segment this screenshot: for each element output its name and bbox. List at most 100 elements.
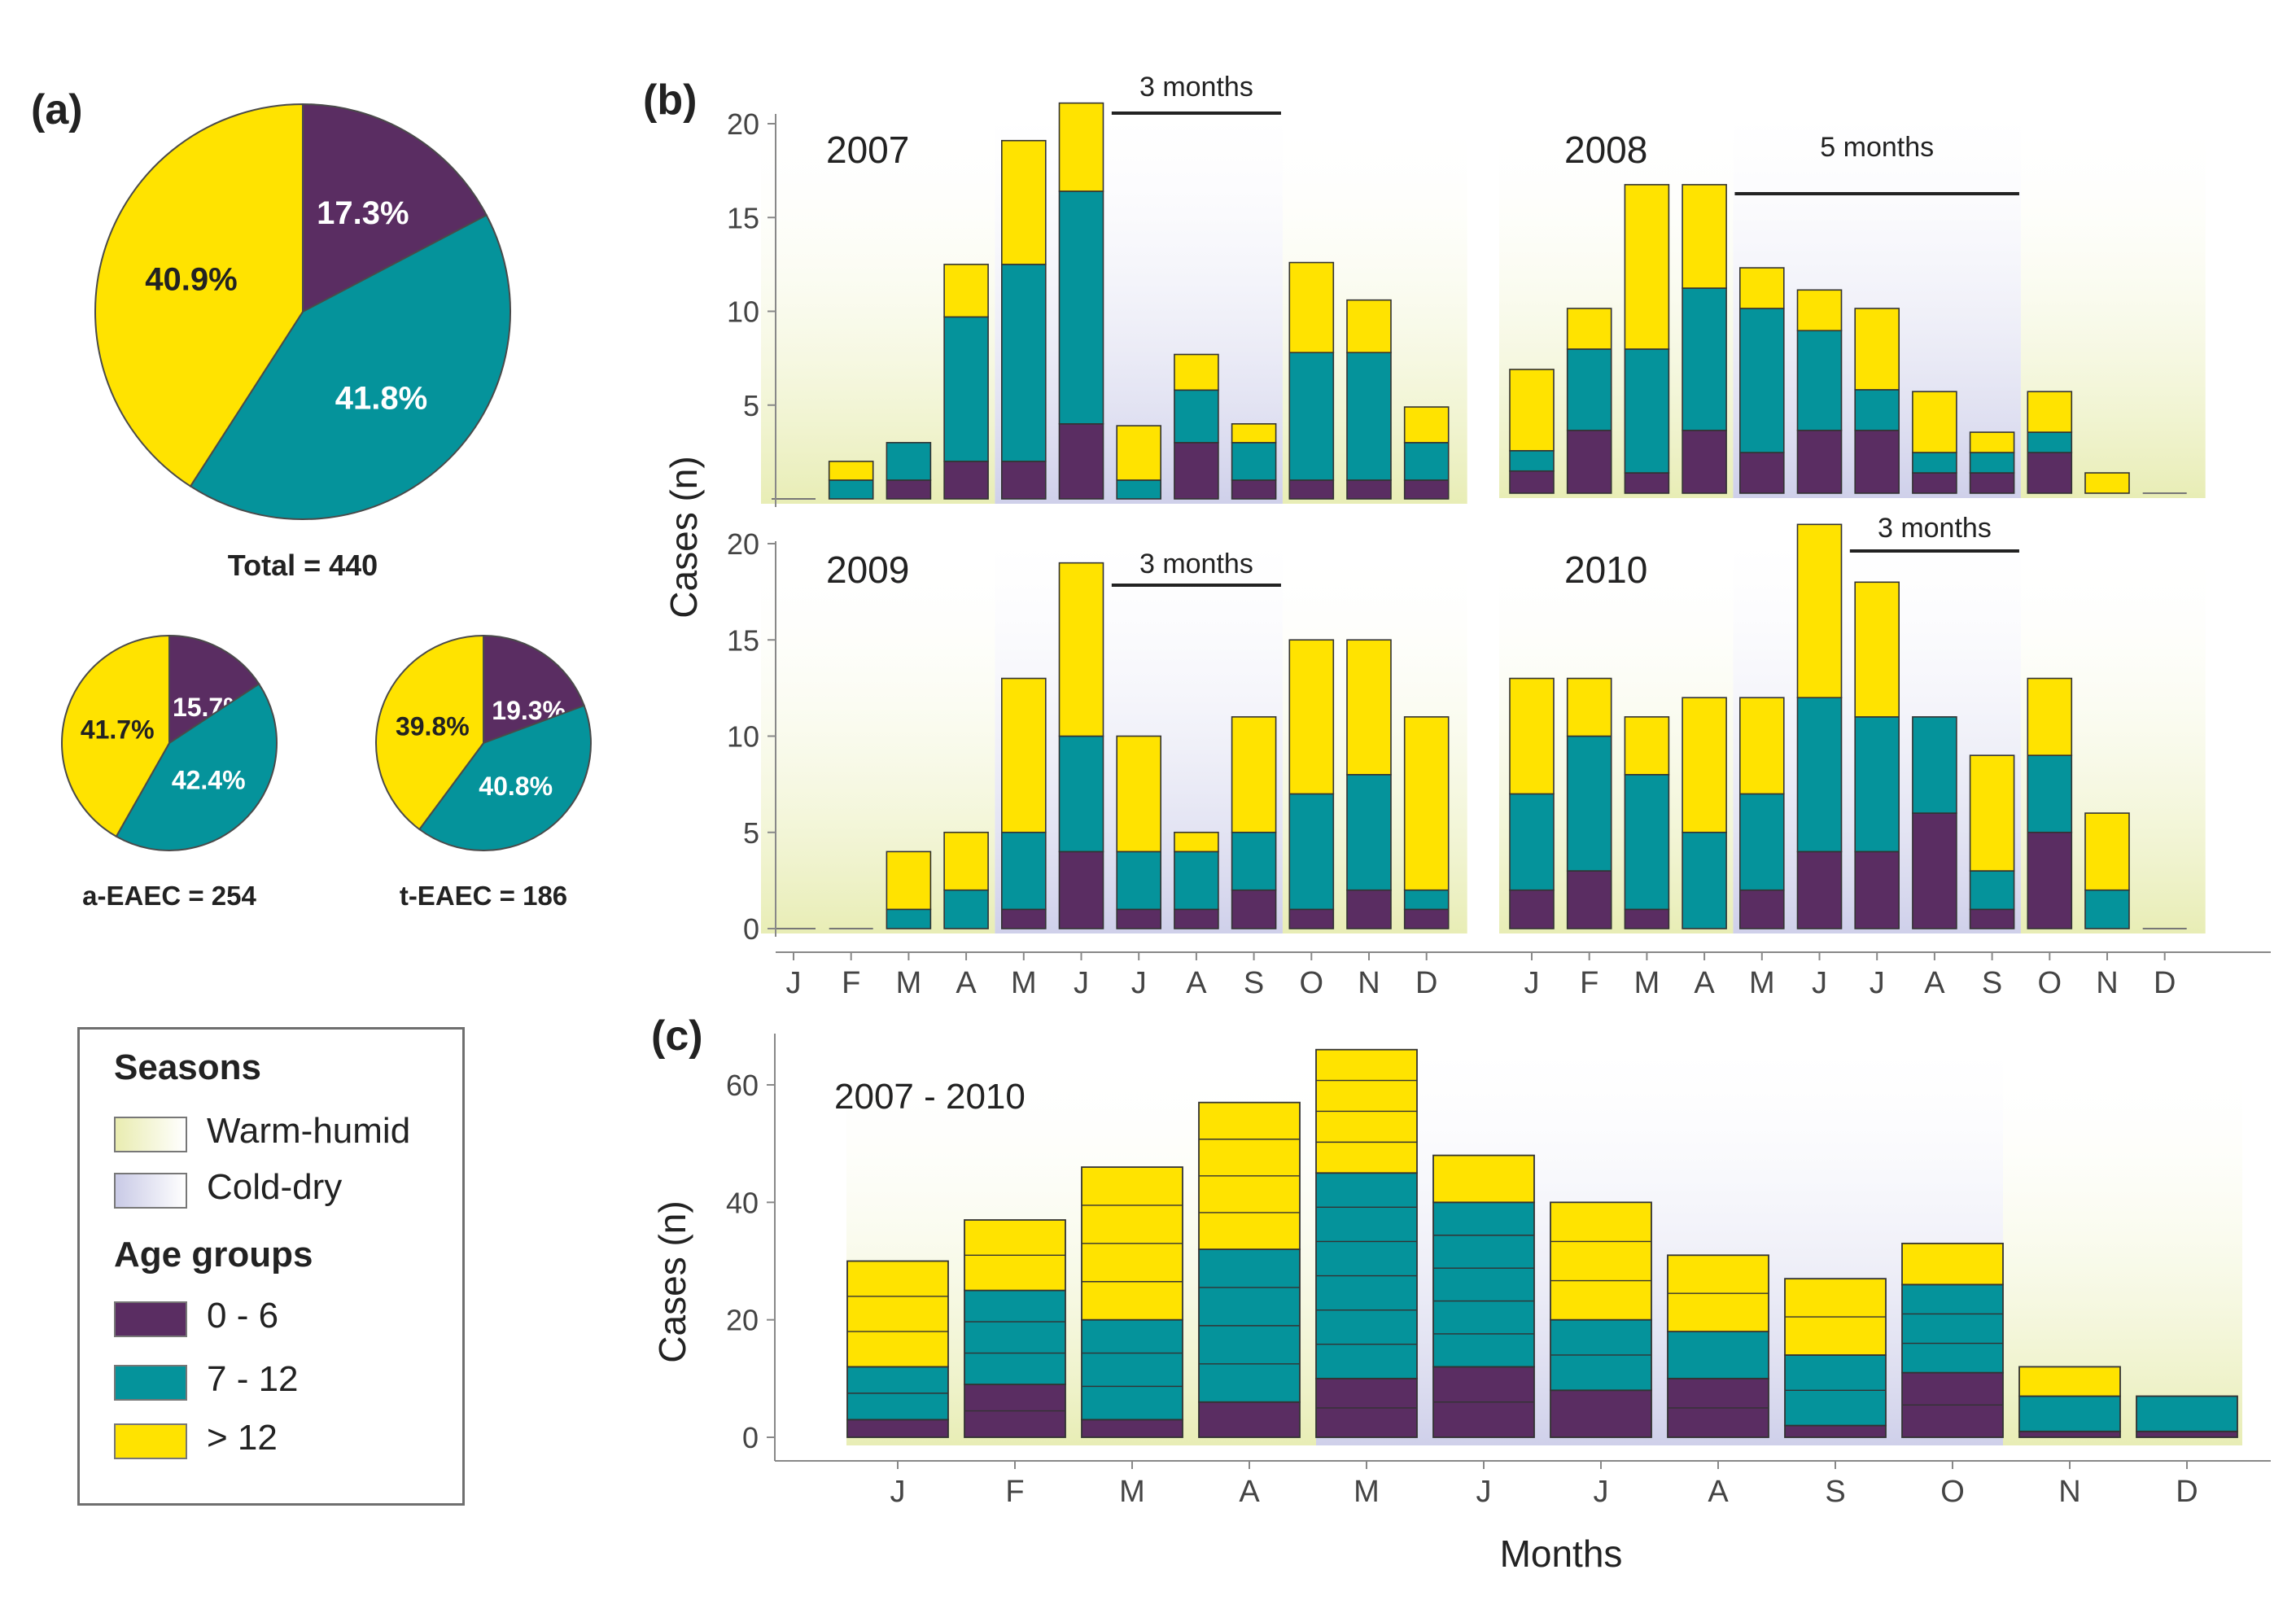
bar-segment-gt-12: [1854, 308, 1900, 391]
x-tick-label: J: [1594, 1475, 1609, 1509]
bar-segment-7-12: [1912, 452, 1957, 474]
bar-segment-0-6: [1509, 889, 1555, 929]
bar-segment-7-12: [1403, 442, 1450, 481]
bar-segment-7-12: [964, 1289, 1066, 1385]
bar-segment-0-6: [1912, 472, 1957, 494]
bar-segment-gt-12: [1288, 261, 1335, 354]
annotation-label: 5 months: [1820, 132, 1934, 163]
bar-segment-7-12: [1081, 1318, 1183, 1421]
x-tick-label: J: [786, 966, 802, 1000]
x-tick-label: F: [1005, 1475, 1024, 1509]
year-label: 2009: [826, 549, 909, 591]
bar-segment-gt-12: [1116, 425, 1161, 481]
bar-segment-7-12: [1739, 793, 1785, 891]
y-tick-label: 20: [727, 107, 759, 141]
bar-segment-7-12: [1001, 831, 1047, 911]
x-tick-label: M: [1119, 1475, 1145, 1509]
panel-c-title: 2007 - 2010: [834, 1077, 1026, 1117]
bar-segment-7-12: [2084, 889, 2130, 929]
legend-label-age-7-12: 7 - 12: [207, 1359, 299, 1399]
bar-segment-7-12: [1509, 793, 1555, 891]
bar-segment-gt-12: [943, 264, 989, 318]
bar-segment-0-6: [1001, 461, 1047, 500]
bar-segment-7-12: [1796, 697, 1843, 853]
x-tick-label: J: [1812, 966, 1827, 1000]
bar-segment-7-12: [886, 442, 932, 481]
bar-segment-0-6: [2027, 831, 2073, 929]
x-tick-label: M: [1354, 1475, 1380, 1509]
bar-segment-7-12: [1432, 1201, 1535, 1368]
panel-c-y-label: Cases (n): [651, 1200, 693, 1362]
bar-segment-0-6: [1198, 1401, 1301, 1438]
pie-slice-0-6: [483, 634, 585, 745]
bar-segment-7-12: [1969, 870, 2015, 911]
x-tick-label: A: [1239, 1475, 1260, 1509]
bar-segment-gt-12: [1682, 697, 1727, 833]
bar-segment-0-6: [1796, 430, 1843, 494]
bar-segment-7-12: [1739, 308, 1785, 453]
bar-segment-7-12: [2018, 1395, 2121, 1432]
legend-swatch-warm: [114, 1117, 187, 1152]
bar-segment-gt-12: [1550, 1201, 1652, 1321]
bar-segment-7-12: [1116, 850, 1161, 911]
bar-segment-gt-12: [1796, 523, 1843, 698]
pie-slice-0-6: [168, 634, 260, 745]
pie-slice-label: 41.7%: [81, 715, 155, 744]
bar-segment-gt-12: [1509, 677, 1555, 795]
bar-segment-0-6: [1739, 889, 1785, 929]
x-tick-label: J: [1524, 966, 1540, 1000]
bar-segment-7-12: [2136, 1395, 2238, 1432]
bar-segment-7-12: [1667, 1331, 1769, 1379]
bar-segment-0-6: [1346, 479, 1392, 500]
bar-segment-0-6: [1116, 908, 1161, 929]
bar-segment-gt-12: [2084, 812, 2130, 891]
bar-segment-7-12: [1682, 831, 1727, 929]
panel-label-b: (b): [643, 77, 697, 124]
bar-segment-7-12: [1796, 330, 1843, 431]
bar-segment-7-12: [1231, 831, 1277, 891]
bar-segment-gt-12: [1796, 289, 1843, 332]
pie-slice-7-12: [418, 704, 592, 851]
legend: Seasons Warm-humid Cold-dry Age groups 0…: [77, 1027, 465, 1506]
bar-segment-0-6: [1912, 812, 1957, 929]
bar-segment-7-12: [1969, 452, 2015, 474]
bar-segment-7-12: [1403, 889, 1450, 911]
bar-segment-0-6: [1231, 889, 1277, 929]
bar-segment-0-6: [1550, 1389, 1652, 1438]
annotation-label: 3 months: [1139, 549, 1253, 579]
bar-segment-gt-12: [2084, 472, 2130, 494]
bar-segment-0-6: [1346, 889, 1392, 929]
bar-segment-gt-12: [2018, 1366, 2121, 1397]
y-tick-label: 15: [727, 201, 759, 234]
annotation-label: 3 months: [1878, 513, 1992, 544]
bar-segment-0-6: [1969, 908, 2015, 929]
bar-segment-0-6: [943, 461, 989, 500]
bar-segment-7-12: [1058, 735, 1104, 853]
bar-segment-0-6: [1854, 430, 1900, 494]
bar-segment-7-12: [1346, 352, 1392, 481]
pie-slice-0-6: [302, 103, 488, 313]
legend-seasons-title: Seasons: [114, 1047, 261, 1087]
bar-segment-0-6: [2018, 1430, 2121, 1438]
y-tick-label: 5: [743, 816, 759, 850]
x-tick-label: S: [1825, 1475, 1845, 1509]
bar-segment-0-6: [1796, 850, 1843, 929]
bar-segment-gt-12: [1566, 677, 1612, 737]
bar-segment-gt-12: [1174, 353, 1219, 391]
bar-segment-0-6: [1001, 908, 1047, 929]
bar-segment-gt-12: [1432, 1154, 1535, 1204]
bar-segment-gt-12: [1001, 139, 1047, 265]
bar-segment-7-12: [1682, 287, 1727, 431]
bar-segment-gt-12: [886, 850, 932, 911]
pie-caption-t-eaec: t-EAEC = 186: [400, 881, 567, 911]
y-tick-label: 15: [727, 623, 759, 657]
y-tick-label: 5: [743, 389, 759, 422]
bar-segment-7-12: [1624, 773, 1670, 911]
x-tick-label: N: [1358, 966, 1380, 1000]
bar-segment-gt-12: [1566, 308, 1612, 350]
bar-segment-0-6: [1174, 442, 1219, 500]
bar-segment-0-6: [1403, 908, 1450, 929]
bar-segment-7-12: [1058, 190, 1104, 425]
bar-segment-0-6: [1058, 850, 1104, 929]
